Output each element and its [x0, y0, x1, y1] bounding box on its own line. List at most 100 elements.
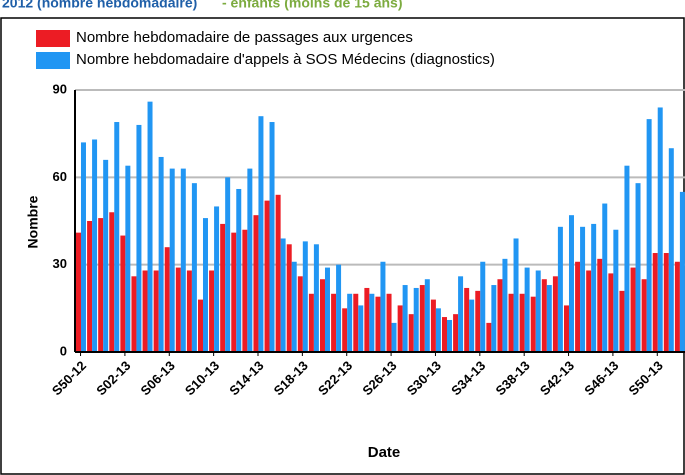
bar [136, 124, 142, 352]
bar [275, 194, 281, 352]
bar [380, 261, 386, 352]
bar [524, 267, 530, 352]
bar [291, 261, 297, 352]
legend-label: Nombre hebdomadaire de passages aux urge… [76, 29, 413, 46]
bar [424, 279, 430, 352]
bar [164, 247, 170, 352]
bar [131, 276, 137, 352]
bar [103, 159, 109, 352]
x-tick-label: S38-13 [492, 358, 532, 398]
bar [336, 264, 342, 352]
bar [247, 168, 253, 352]
bar [580, 226, 586, 352]
bar [391, 322, 397, 352]
bar [619, 290, 625, 352]
bar [552, 276, 558, 352]
bar [486, 322, 492, 352]
bar [564, 305, 569, 352]
bar [331, 293, 337, 352]
bar [568, 215, 574, 352]
bar [597, 258, 603, 352]
bar [413, 287, 419, 352]
bar [120, 235, 126, 352]
bar [641, 279, 647, 352]
bar [147, 101, 153, 353]
bar [142, 270, 148, 352]
bar [202, 218, 208, 352]
bar [80, 142, 86, 352]
bar [519, 293, 525, 352]
bar [242, 229, 248, 352]
bar [386, 293, 392, 352]
bar [236, 188, 242, 352]
bar [657, 107, 663, 352]
bar [674, 261, 680, 352]
bar [491, 285, 497, 352]
bar [198, 299, 203, 352]
y-axis-label: Nombre [25, 195, 41, 248]
x-tick-label: S34-13 [448, 358, 488, 398]
bar [475, 290, 481, 352]
bar [98, 218, 104, 352]
bar [557, 226, 563, 352]
bar [546, 285, 552, 352]
bar [191, 183, 197, 352]
chart-subtitle: - enfants (moins de 15 ans) [222, 0, 402, 11]
bar [269, 122, 275, 353]
bar [258, 116, 264, 352]
x-tick-label: S22-13 [315, 358, 355, 398]
x-axis-label: Date [368, 444, 401, 461]
bar [535, 270, 541, 352]
bar [469, 299, 475, 352]
bar [541, 279, 547, 352]
bar [668, 148, 674, 352]
bar [358, 305, 364, 352]
bar [186, 270, 192, 352]
bar [530, 296, 536, 352]
bar [663, 253, 669, 352]
bar [169, 168, 175, 352]
bar [364, 287, 370, 352]
bar [446, 319, 452, 352]
bar [280, 238, 286, 352]
x-tick-label: S02-13 [93, 358, 133, 398]
bar [209, 270, 215, 352]
bar [430, 299, 436, 352]
bar [158, 156, 164, 352]
bar [92, 139, 98, 352]
bar [342, 308, 348, 352]
bar [646, 119, 652, 352]
bar [630, 267, 636, 352]
bar [347, 293, 353, 352]
bar [480, 261, 486, 352]
bar [302, 241, 308, 352]
bar [231, 232, 237, 352]
bar [497, 279, 503, 352]
bar [464, 287, 470, 352]
bar [87, 221, 93, 352]
bar [286, 244, 292, 352]
x-tick-label: S50-12 [49, 358, 89, 398]
y-tick-label: 0 [60, 343, 67, 358]
x-tick-label: S26-13 [359, 358, 399, 398]
bar [635, 183, 641, 352]
x-tick-label: S18-13 [271, 358, 311, 398]
bar [586, 270, 592, 352]
bar [153, 270, 159, 352]
bar [419, 285, 425, 352]
bar [442, 317, 447, 352]
y-tick-label: 60 [53, 169, 67, 184]
bar [513, 238, 519, 352]
x-tick-label: S10-13 [182, 358, 222, 398]
x-tick-label: S30-13 [404, 358, 444, 398]
bar [180, 168, 186, 352]
bar [114, 122, 120, 353]
bar [652, 253, 658, 352]
chart-title: 2012 (nombre hebdomadaire) [2, 0, 197, 11]
bar [125, 165, 131, 352]
legend-label: Nombre hebdomadaire d'appels à SOS Médec… [76, 51, 495, 68]
x-tick-label: S46-13 [581, 358, 621, 398]
bar [369, 293, 375, 352]
bar [508, 293, 514, 352]
legend-swatch [36, 30, 70, 47]
